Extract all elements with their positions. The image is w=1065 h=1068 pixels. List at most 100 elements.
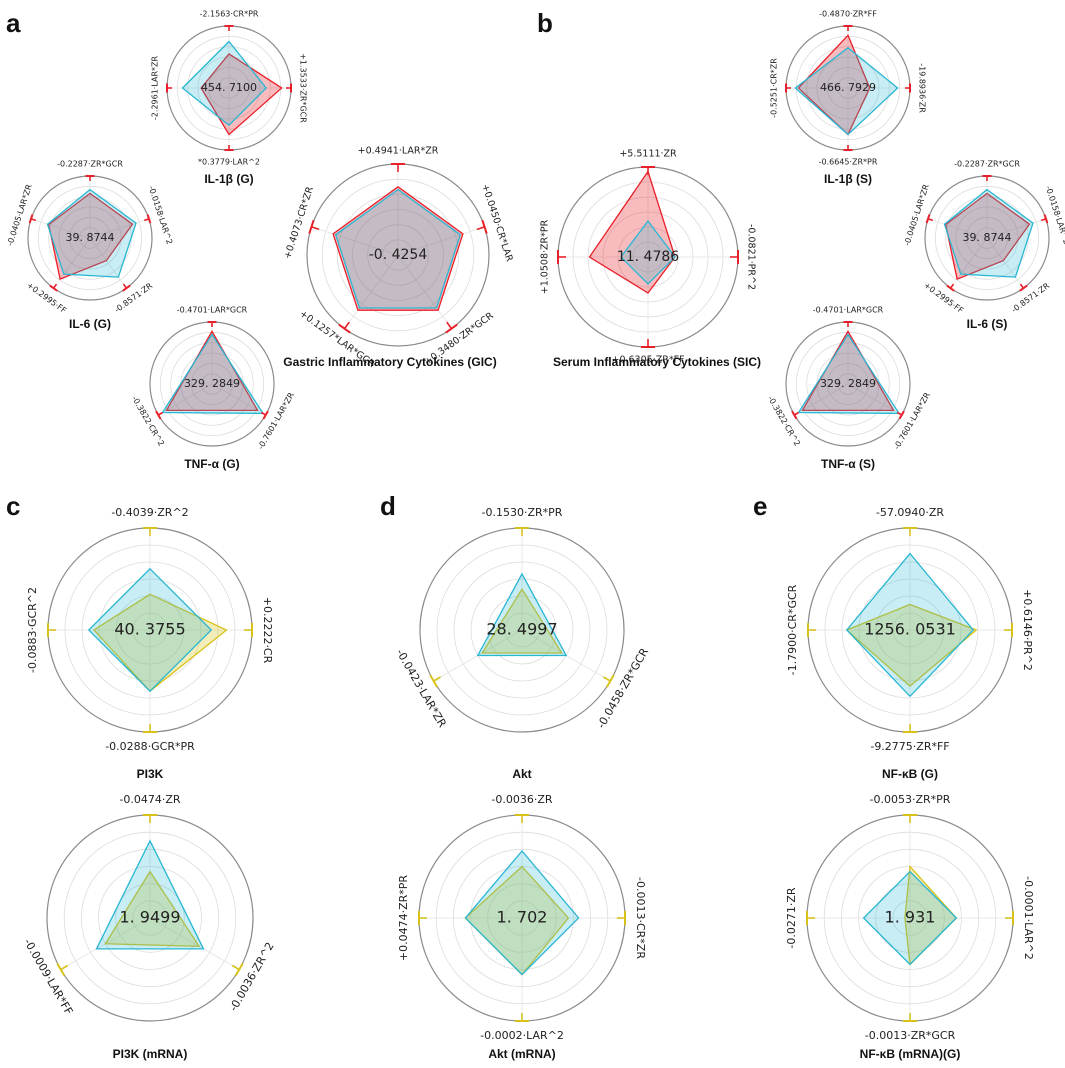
series-observed [464, 849, 580, 976]
radar-chart-tnfa-s: -0.4701·LAR*GCR-0.7601·LAR*ZR-0.3822·CR^… [766, 306, 932, 472]
series-predicted [845, 603, 978, 687]
radar-chart-sic: +5.5111·ZR -0.0821·PR^2 +0.6305·ZR*FF +1.05… [540, 149, 762, 370]
axis-label: -0.1530·ZR*PR [482, 506, 563, 519]
axis-spoke [397, 254, 452, 329]
axis-label: *0.3779·LAR^2 [198, 158, 260, 167]
axis-spoke [311, 226, 399, 256]
radar-chart-il1b-g: -2.1563·CR*PR +1.3533·ZR*GCR *0.3779·LAR^2… [151, 10, 308, 187]
center-value: 1256. 0531 [864, 620, 956, 639]
axis-spoke [927, 218, 988, 239]
series-observed [797, 333, 901, 415]
series-predicted [104, 870, 201, 947]
chart-title: IL-6 (S) [967, 317, 1008, 331]
radar-chart-nfkb-g: -57.0940·ZR +0.6146·PR^2 -9.2775·ZR*FF -1.7… [786, 506, 1034, 781]
chart-title: Akt [512, 767, 531, 781]
center-value: -0. 4254 [369, 247, 428, 263]
radar-chart-akt: -0.1530·ZR*PR -0.0458·ZR*GCR -0.0423·LAR*Z… [393, 506, 651, 781]
axis-tick-stem [1040, 218, 1047, 222]
chart-title: TNF-α (G) [184, 457, 239, 471]
axis-tick [49, 284, 58, 292]
center-value: 329. 2849 [820, 377, 876, 390]
panel-letter-c: c [6, 491, 20, 521]
axis-tick-stem [52, 283, 58, 289]
axis-tick-stem [927, 218, 934, 222]
series-observed [161, 333, 265, 415]
center-value: 39. 8744 [963, 231, 1012, 244]
axis-tick-stem [260, 411, 267, 416]
center-value: 1. 702 [497, 908, 548, 927]
axis-tick-stem [157, 411, 164, 416]
center-value: 11. 4786 [617, 249, 679, 265]
center-value: 39. 8744 [66, 231, 115, 244]
axis-label: +1.3533·ZR*GCR [299, 53, 308, 123]
axis-label: +0.2995·FF [25, 281, 68, 316]
axis-label: -2.1563·CR*PR [200, 10, 259, 19]
center-value: 454. 7100 [201, 81, 257, 94]
panel-letter-e: e [753, 491, 767, 521]
radar-chart-akt-mrna: -0.0036·ZR -0.0013·CR*ZR -0.0002·LAR^2 +0.0… [397, 793, 647, 1061]
chart-title: NF-κB (mRNA)(G) [860, 1047, 961, 1061]
center-value: 40. 3755 [114, 620, 185, 639]
axis-label: -0.4870·ZR*FF [819, 10, 877, 19]
axis-label: -2.2961·LAR*ZR [151, 55, 160, 120]
center-value: 1. 931 [885, 908, 936, 927]
axis-label: -0.2287·ZR*GCR [954, 160, 1020, 169]
series-predicted [200, 53, 283, 136]
series-observed [87, 567, 213, 693]
axis-tick-stem [896, 411, 903, 416]
series-predicted [481, 587, 563, 654]
series-predicted [332, 185, 464, 311]
axis-tick-stem [311, 226, 320, 231]
axis-label: -0.8571·ZR [113, 281, 155, 315]
chart-title: Serum Inflammatory Cytokines (SIC) [553, 355, 761, 369]
axis-label: +1.0508·ZR*PR [540, 219, 551, 294]
radar-chart-pi3k: -0.4039·ZR^2 +0.2222·CR -0.0288·GCR*PR -0.0… [26, 506, 274, 781]
axis-label: -0.4701·LAR*GCR [177, 306, 248, 315]
axis-tick-stem [433, 676, 441, 682]
series-observed [862, 870, 958, 966]
axis-label: -0.0458·ZR*GCR [595, 646, 652, 731]
radar-chart-il1b-s: -0.4870·ZR*FF -19.8936·ZR -0.6645·ZR*PR -0.… [770, 10, 927, 187]
axis-label: +0.2222·CR [261, 597, 274, 664]
axis-label: +0.0474·ZR*PR [397, 875, 410, 962]
axis-label: -0.0002·LAR^2 [480, 1029, 564, 1042]
axis-label: -0.0474·ZR [119, 793, 180, 806]
axis-tick-stem [949, 283, 955, 289]
axis-label: -0.0271·ZR [785, 887, 798, 948]
axis-label: -19.8936·ZR [918, 63, 927, 113]
series-observed [845, 552, 975, 698]
center-value: 466. 7929 [820, 81, 876, 94]
axis-tick-stem [603, 676, 611, 682]
axis-label: -57.0940·ZR [876, 506, 944, 519]
axis-label: -0.0013·ZR*GCR [865, 1029, 956, 1042]
series-observed [943, 188, 1034, 278]
axis-tick-stem [30, 218, 37, 222]
series-observed [476, 572, 568, 657]
axis-tick-stem [476, 226, 485, 231]
radar-chart-gic: +0.4941·LAR*ZR+0.0450·CR*LAR+0.3480·ZR*G… [282, 146, 515, 371]
series-predicted [47, 192, 134, 280]
axis-label: +5.5111·ZR [619, 149, 677, 160]
axis-label: -0.0001·LAR^2 [1022, 876, 1035, 960]
axis-label: +0.6305·ZR*FF [611, 355, 684, 366]
axis-spoke [89, 218, 150, 239]
axis-label: +0.0450·CR*LAR [479, 183, 515, 264]
chart-title: Akt (mRNA) [488, 1047, 555, 1061]
axis-tick-stem [793, 411, 800, 416]
axis-label: -0.0883·GCR^2 [26, 587, 39, 673]
axis-label: -0.0053·ZR*PR [870, 793, 951, 806]
axis-label: +0.2995·FF [922, 281, 965, 316]
axis-label: -1.7900·CR*GCR [786, 584, 799, 675]
radar-chart-il6-s: -0.2287·ZR*GCR -0.0158·LAR^2 -0.8571·ZR +0.… [902, 160, 1065, 332]
center-value: 28. 4997 [486, 620, 557, 639]
axis-label: -0.2287·ZR*GCR [57, 160, 123, 169]
series-observed [794, 46, 899, 136]
axis-tick [1043, 214, 1049, 224]
axis-label: -0.6645·ZR*PR [819, 158, 878, 167]
axis-spoke [986, 237, 1024, 289]
panel-letter-d: d [380, 491, 396, 521]
chart-title: PI3K (mRNA) [113, 1047, 188, 1061]
chart-title: Gastric Inflammatory Cytokines (GIC) [283, 355, 496, 369]
axis-tick-stem [231, 964, 240, 971]
